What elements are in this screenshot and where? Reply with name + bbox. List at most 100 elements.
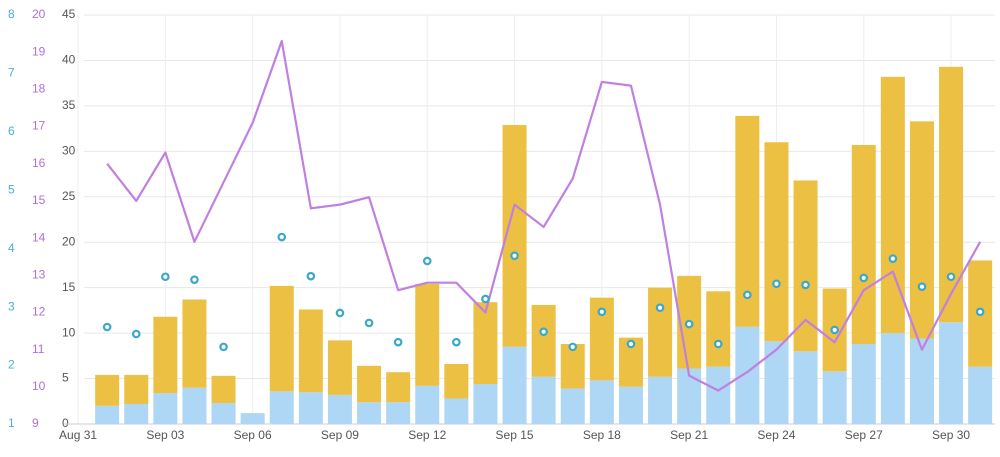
y-tick-label: 40	[62, 53, 76, 67]
x-tick-label: Aug 31	[59, 428, 97, 442]
y2-tick-label: 12	[32, 305, 46, 319]
y2-tick-label: 10	[32, 379, 46, 393]
bar	[444, 364, 469, 399]
bar	[560, 344, 585, 389]
dot	[975, 307, 985, 317]
x-tick-label: Sep 06	[234, 428, 272, 442]
dot	[161, 272, 170, 282]
bar	[677, 368, 702, 424]
dot	[655, 303, 665, 313]
bar	[909, 121, 934, 339]
y3-tick-label: 3	[8, 299, 15, 313]
y-tick-label: 25	[62, 189, 76, 203]
bar	[357, 402, 382, 424]
dot	[743, 290, 752, 300]
y3-tick-label: 6	[8, 124, 15, 138]
y-tick-label: 20	[62, 234, 76, 248]
bar	[473, 384, 498, 424]
dot	[277, 232, 287, 242]
bar	[153, 316, 178, 394]
bar	[531, 376, 556, 424]
y-tick-label: 5	[62, 371, 69, 385]
bar	[909, 338, 934, 424]
dot	[539, 327, 548, 336]
bar	[415, 284, 440, 386]
y2-tick-label: 14	[32, 230, 46, 244]
bar	[298, 309, 323, 393]
bar	[502, 346, 527, 424]
bar	[648, 287, 673, 377]
dot	[510, 251, 519, 261]
line	[106, 39, 982, 392]
bar	[764, 142, 789, 342]
bar	[851, 144, 876, 345]
y2-tick-label: 11	[32, 342, 45, 356]
bar	[269, 391, 294, 424]
y2-tick-label: 17	[32, 119, 46, 133]
y-tick-label: 45	[62, 7, 76, 21]
bar	[95, 374, 120, 406]
bar	[939, 322, 964, 424]
dot	[422, 256, 432, 266]
bar	[211, 403, 236, 424]
dot	[684, 319, 694, 329]
x-tick-label: Sep 12	[408, 428, 446, 442]
bar	[822, 371, 847, 424]
bar	[473, 302, 498, 385]
bar	[298, 392, 323, 424]
dot	[481, 294, 490, 304]
dot	[393, 337, 403, 347]
bar	[764, 341, 789, 424]
bar	[386, 372, 411, 403]
bar	[95, 405, 120, 424]
bar	[735, 326, 760, 424]
dot	[713, 339, 723, 349]
x-tick-label: Sep 24	[757, 428, 795, 442]
y2-tick-label: 19	[32, 44, 46, 58]
dot	[452, 337, 461, 347]
y-tick-label: 0	[62, 416, 69, 430]
y2-tick-label: 13	[32, 267, 46, 281]
y2-tick-label: 15	[32, 193, 46, 207]
x-tick-label: Sep 03	[146, 428, 184, 442]
bar	[327, 394, 352, 424]
bar	[706, 366, 731, 424]
dot	[859, 273, 869, 283]
bar	[939, 66, 964, 323]
bar	[880, 333, 905, 424]
y-tick-label: 15	[62, 280, 76, 294]
bar	[793, 351, 818, 424]
dot	[917, 282, 927, 291]
x-tick-label: Sep 27	[845, 428, 883, 442]
y-tick-label: 10	[62, 325, 76, 339]
bar	[589, 380, 614, 424]
bar	[648, 376, 673, 424]
bar	[618, 386, 643, 424]
bar	[153, 393, 178, 424]
bar	[560, 388, 585, 424]
dot	[801, 280, 810, 290]
dot	[626, 339, 636, 349]
bar	[531, 304, 556, 377]
y-tick-label: 35	[62, 98, 76, 112]
bar	[182, 387, 207, 424]
y3-tick-label: 4	[8, 241, 15, 255]
dot	[597, 307, 607, 317]
bar	[793, 180, 818, 352]
bar	[240, 413, 265, 424]
y3-tick-label: 7	[8, 66, 15, 80]
y2-tick-label: 16	[32, 156, 46, 170]
dot	[364, 318, 374, 328]
bar	[182, 299, 207, 388]
bar	[124, 404, 149, 424]
y2-tick-label: 20	[32, 7, 46, 21]
bar	[211, 375, 236, 404]
y3-tick-label: 5	[8, 182, 15, 196]
dot	[946, 272, 956, 282]
dot	[219, 342, 228, 352]
x-tick-label: Sep 18	[583, 428, 621, 442]
bar	[706, 291, 731, 367]
dot	[888, 254, 898, 263]
y-tick-label: 30	[62, 144, 76, 158]
y3-tick-label: 2	[8, 358, 15, 372]
